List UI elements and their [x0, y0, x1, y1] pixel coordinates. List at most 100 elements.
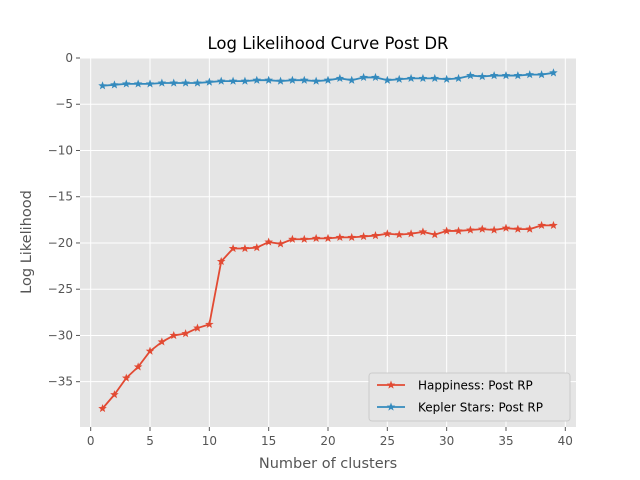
data-point	[406, 229, 416, 238]
data-point	[513, 224, 523, 233]
data-point	[406, 73, 416, 82]
data-point	[347, 75, 357, 84]
data-point	[454, 73, 463, 82]
data-point	[98, 81, 107, 90]
legend-label: Happiness: Post RP	[418, 379, 533, 393]
x-axis-label: Number of clusters	[259, 456, 397, 472]
data-point	[549, 220, 558, 230]
x-tick-label: 35	[498, 434, 513, 448]
x-tick-label: 20	[320, 434, 335, 448]
data-point	[288, 234, 297, 243]
data-point	[288, 75, 297, 84]
data-point	[525, 224, 534, 233]
data-point	[133, 362, 143, 371]
data-point	[110, 80, 119, 89]
data-point	[513, 71, 523, 80]
data-point	[311, 233, 321, 242]
data-point	[537, 220, 546, 230]
y-tick-label: −25	[48, 282, 73, 296]
data-point	[240, 244, 250, 253]
data-point	[252, 243, 262, 252]
legend-marker	[386, 380, 396, 389]
chart-title: Log Likelihood Curve Post DR	[207, 34, 448, 53]
data-point	[501, 223, 511, 232]
data-point	[264, 75, 273, 84]
data-point	[169, 78, 179, 87]
x-tick-label: 5	[146, 434, 154, 448]
data-point	[205, 319, 214, 328]
data-point	[394, 74, 404, 83]
data-point	[335, 73, 345, 82]
data-point	[228, 76, 238, 85]
data-point	[276, 76, 285, 85]
data-point	[110, 390, 119, 399]
legend-marker	[386, 402, 396, 411]
legend-items: Happiness: Post RP Kepler Stars: Post RP	[377, 379, 543, 415]
data-point	[98, 404, 107, 413]
x-axis-ticks: 0 5 10 15 20 25 30 35 40	[87, 427, 573, 448]
legend-entry: Happiness: Post RP	[377, 379, 533, 393]
data-point	[489, 225, 499, 234]
data-point	[193, 78, 202, 87]
series-layer	[98, 68, 558, 413]
data-point	[477, 72, 487, 81]
x-tick-label: 30	[439, 434, 454, 448]
y-tick-label: −5	[55, 97, 73, 111]
data-point	[216, 256, 226, 266]
data-point	[122, 79, 131, 88]
data-point	[394, 230, 404, 239]
x-tick-label: 10	[202, 434, 217, 448]
data-point	[359, 72, 368, 82]
data-point	[418, 73, 428, 82]
x-tick-label: 25	[380, 434, 395, 448]
data-point	[276, 239, 285, 248]
data-point	[418, 227, 428, 236]
x-tick-label: 40	[558, 434, 573, 448]
data-point	[157, 78, 167, 87]
data-point	[205, 77, 214, 86]
data-point	[466, 225, 475, 234]
data-point	[537, 70, 546, 79]
series-1	[98, 220, 558, 413]
data-point	[359, 231, 368, 241]
y-tick-label: −30	[48, 328, 73, 342]
y-tick-label: −20	[48, 236, 73, 250]
data-point	[193, 323, 202, 332]
data-point	[525, 70, 534, 79]
y-tick-label: −35	[48, 375, 73, 389]
data-point	[477, 224, 487, 233]
data-point	[383, 229, 392, 238]
y-tick-label: −10	[48, 143, 73, 157]
data-point	[442, 74, 451, 83]
legend-box	[368, 372, 571, 422]
legend: Happiness: Post RP Kepler Stars: Post RP	[368, 372, 571, 422]
data-point	[371, 231, 380, 240]
data-point	[216, 76, 226, 85]
data-point	[133, 79, 143, 88]
y-tick-label: −15	[48, 190, 73, 204]
data-point	[347, 232, 357, 242]
x-tick-label: 15	[261, 434, 276, 448]
y-axis-ticks: 0 −5 −10 −15 −20 −25 −30 −35	[48, 51, 80, 389]
data-point	[145, 346, 155, 355]
data-point	[323, 75, 333, 84]
data-point	[169, 330, 179, 340]
data-point	[299, 75, 309, 84]
y-axis-label: Log Likelihood	[19, 190, 35, 294]
data-point	[501, 71, 511, 80]
data-point	[454, 226, 463, 235]
data-point	[264, 237, 273, 246]
data-point	[442, 226, 451, 235]
data-point	[122, 373, 131, 382]
data-point	[311, 76, 321, 85]
data-point	[157, 337, 167, 346]
data-point	[430, 230, 440, 239]
data-point	[228, 244, 238, 253]
data-point	[240, 76, 250, 85]
data-point	[549, 68, 558, 77]
legend-label: Kepler Stars: Post RP	[418, 401, 543, 415]
data-point	[489, 71, 499, 80]
x-tick-label: 0	[87, 434, 95, 448]
data-point	[252, 75, 262, 84]
